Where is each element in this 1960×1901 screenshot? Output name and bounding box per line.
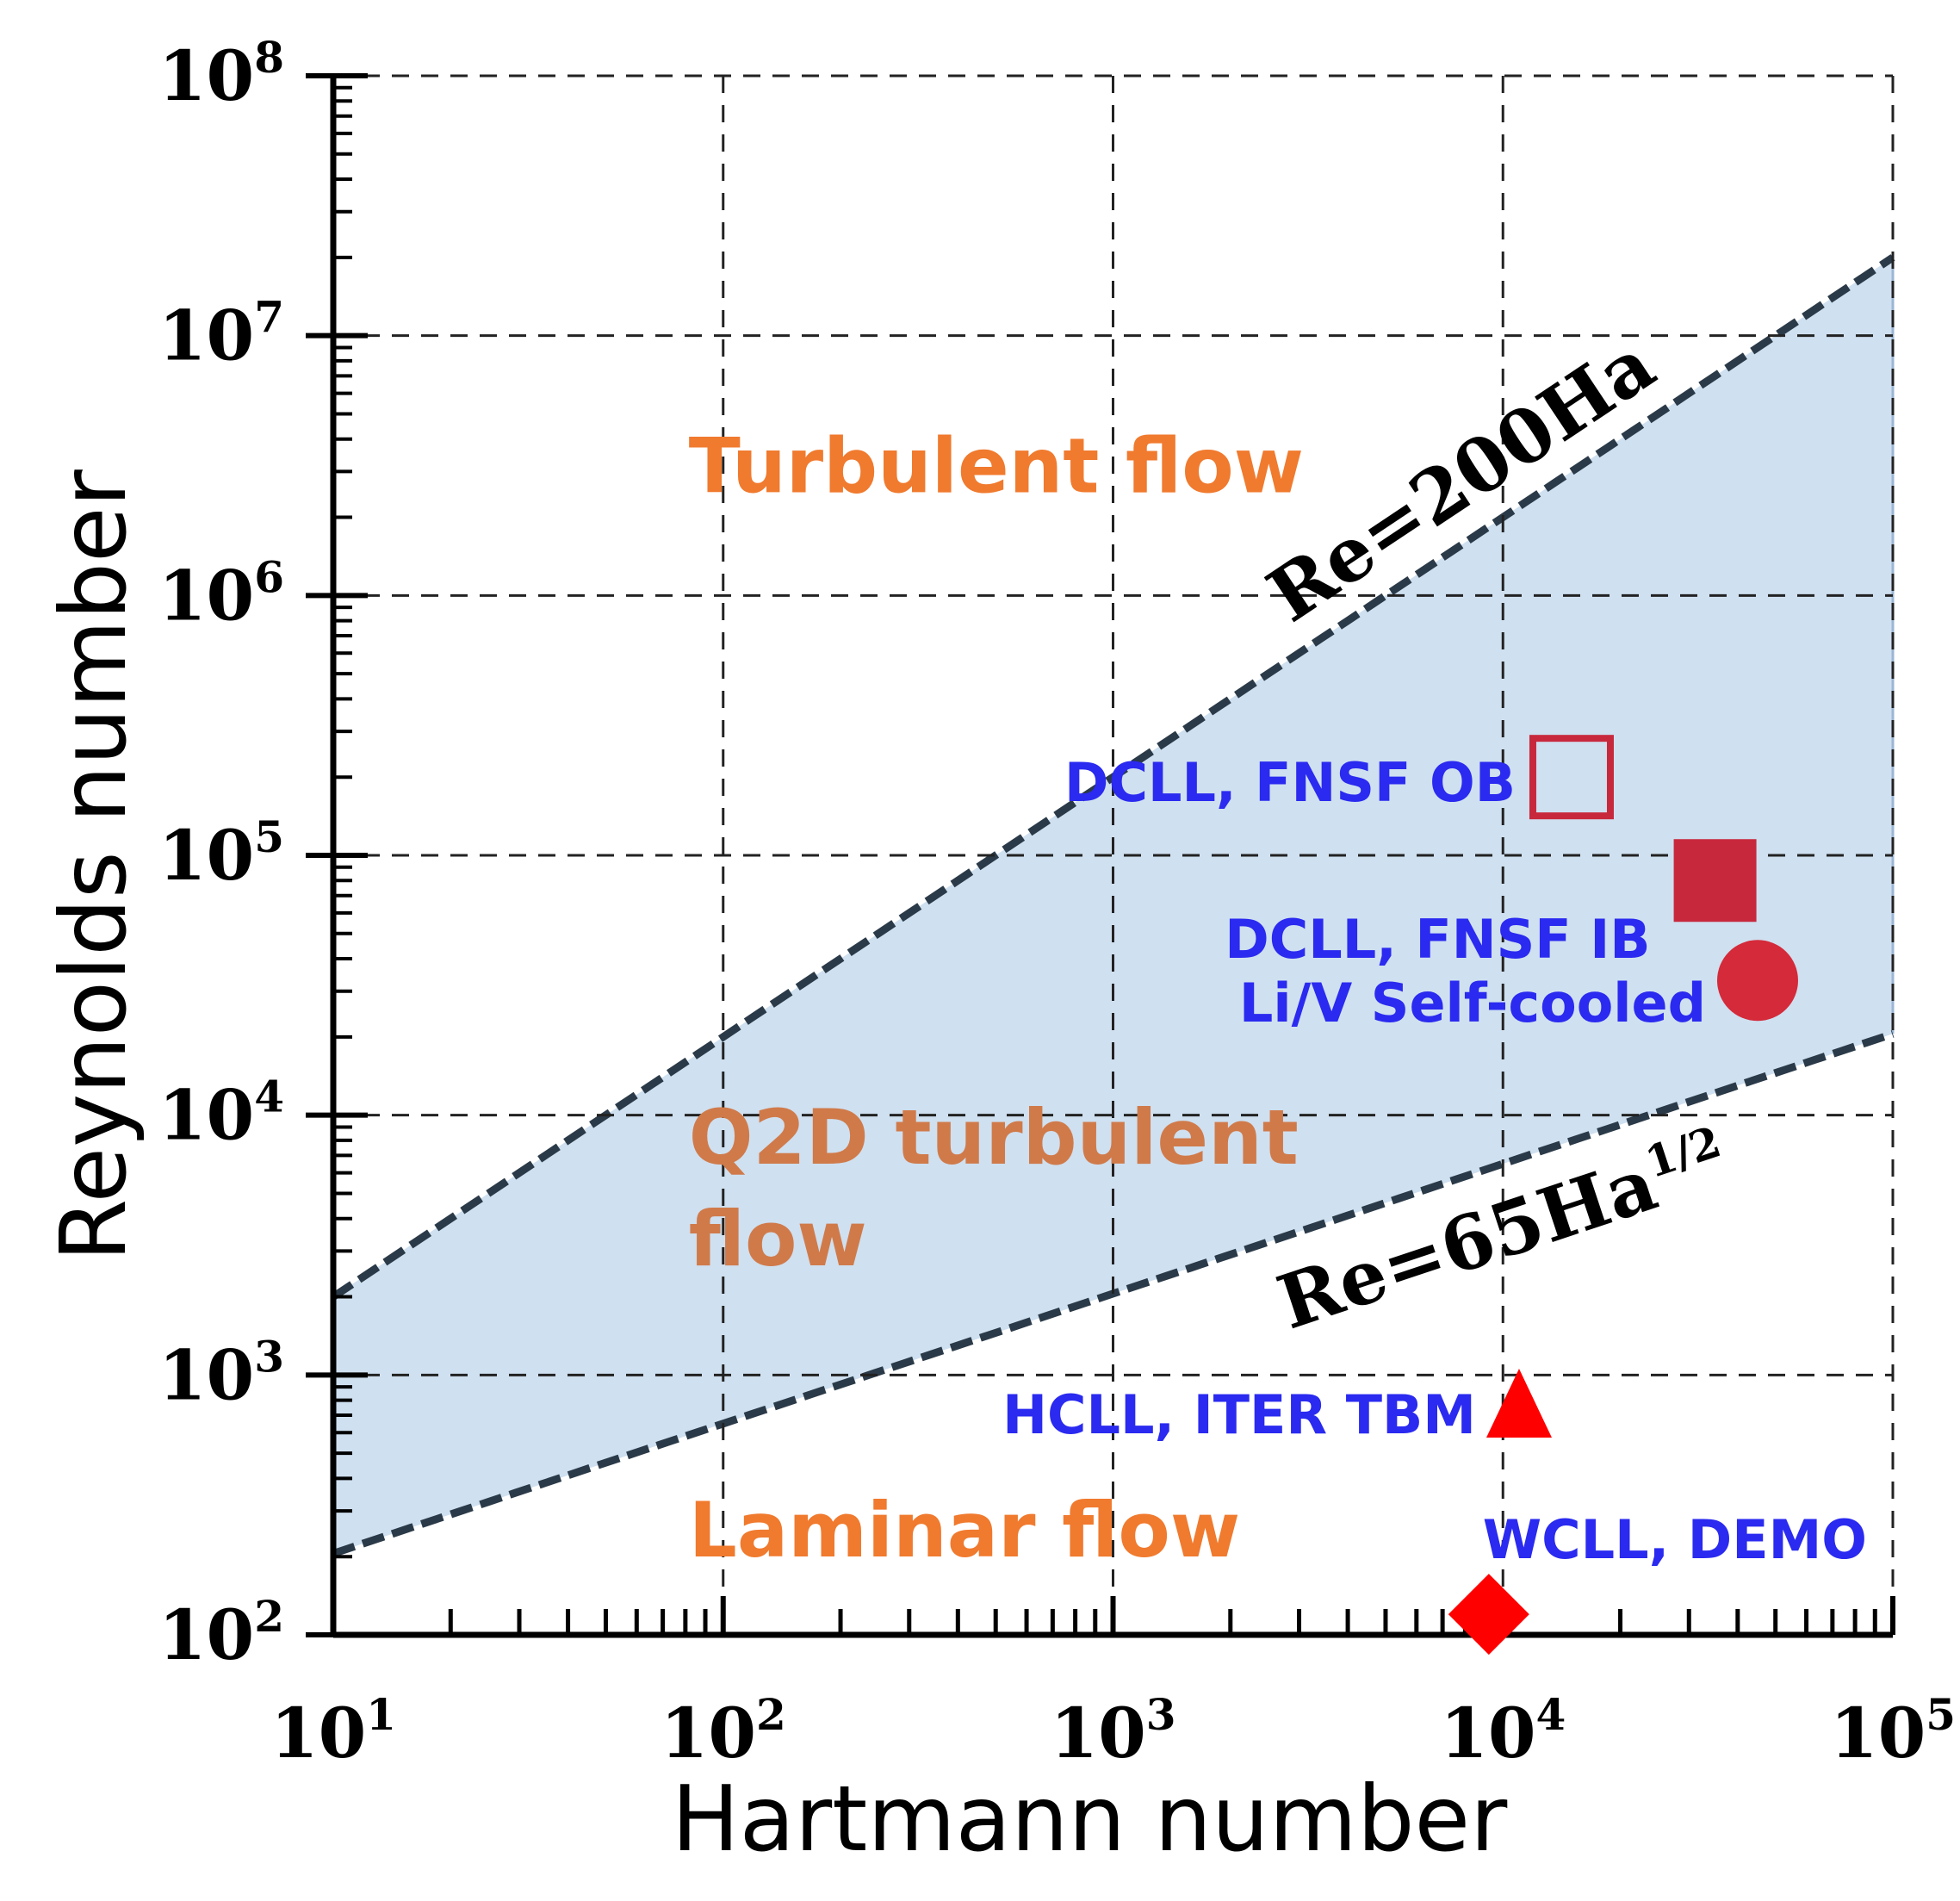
- y-tick-label-base: 10: [158, 1334, 254, 1415]
- x-tick-label-base: 10: [270, 1693, 366, 1774]
- y-tick-label-exponent: 4: [254, 1072, 284, 1122]
- region-label-turbulent: Turbulent flow: [689, 421, 1304, 510]
- region-label-layer: Turbulent flow Q2D turbulent flow Laminar f…: [689, 421, 1304, 1575]
- x-tick-label: 103: [1050, 1689, 1175, 1774]
- point-label-li-v-self-cooled: Li/V Self-cooled: [1239, 972, 1706, 1034]
- upper-line-re-200ha: [331, 254, 1895, 1301]
- y-tick-label: 105: [158, 811, 284, 896]
- x-tick-label: 102: [661, 1689, 786, 1774]
- y-tick-label: 104: [158, 1072, 284, 1156]
- x-tick-label-base: 10: [1440, 1693, 1535, 1774]
- x-tick-label-base: 10: [661, 1693, 756, 1774]
- region-label-laminar: Laminar flow: [689, 1486, 1240, 1575]
- y-tick-label: 102: [158, 1591, 284, 1675]
- y-tick-label-base: 10: [158, 555, 254, 636]
- x-tick-label-exponent: 1: [366, 1689, 396, 1740]
- point-label-hcll-iter-tbm: HCLL, ITER TBM: [1002, 1383, 1476, 1446]
- x-axis-title: Hartmann number: [672, 1767, 1508, 1872]
- y-axis-title: Reynolds number: [41, 469, 146, 1261]
- x-tick-label-exponent: 2: [756, 1689, 786, 1740]
- point-dcll-fnsf-ib: [1673, 839, 1757, 923]
- y-tick-label-exponent: 2: [254, 1591, 284, 1642]
- x-tick-label-base: 10: [1830, 1693, 1926, 1774]
- x-tick-label: 105: [1830, 1689, 1956, 1774]
- point-dcll-fnsf-ob: [1529, 735, 1614, 820]
- y-tick-label-base: 10: [158, 35, 254, 116]
- y-tick-label-exponent: 5: [254, 811, 284, 862]
- x-tick-label-exponent: 4: [1536, 1689, 1566, 1740]
- y-tick-label-base: 10: [158, 815, 254, 896]
- region-label-q2d: Q2D turbulent: [689, 1093, 1299, 1182]
- region-label-q2d: flow: [689, 1195, 867, 1283]
- point-wcll-demo: [1448, 1574, 1529, 1656]
- y-tick-label: 108: [158, 32, 284, 116]
- y-tick-label: 107: [158, 292, 284, 376]
- y-tick-label-exponent: 6: [254, 551, 284, 602]
- point-label-dcll-fnsf-ob: DCLL, FNSF OB: [1064, 751, 1516, 814]
- x-tick-label-exponent: 5: [1926, 1689, 1956, 1740]
- y-tick-label: 103: [158, 1331, 284, 1415]
- grid-layer: [333, 74, 1895, 1635]
- x-tick-label-base: 10: [1050, 1693, 1145, 1774]
- point-li-v-self-cooled: [1716, 940, 1798, 1022]
- x-tick-label: 104: [1440, 1689, 1566, 1774]
- y-tick-label-exponent: 7: [254, 292, 284, 343]
- y-tick-label-base: 10: [158, 1075, 254, 1156]
- y-tick-label-exponent: 3: [254, 1331, 284, 1382]
- lower-line-label-exponent: 1/2: [1639, 1115, 1727, 1188]
- point-label-wcll-demo: WCLL, DEMO: [1483, 1508, 1867, 1571]
- point-hcll-iter-tbm: [1486, 1369, 1552, 1438]
- point-label-dcll-fnsf-ib: DCLL, FNSF IB: [1225, 908, 1650, 971]
- x-tick-label-exponent: 3: [1146, 1689, 1176, 1740]
- x-tick-label: 101: [270, 1689, 396, 1774]
- y-tick-label-exponent: 8: [254, 32, 284, 83]
- y-tick-label-base: 10: [158, 1594, 254, 1675]
- y-tick-label: 106: [158, 551, 284, 636]
- y-tick-label-base: 10: [158, 295, 254, 376]
